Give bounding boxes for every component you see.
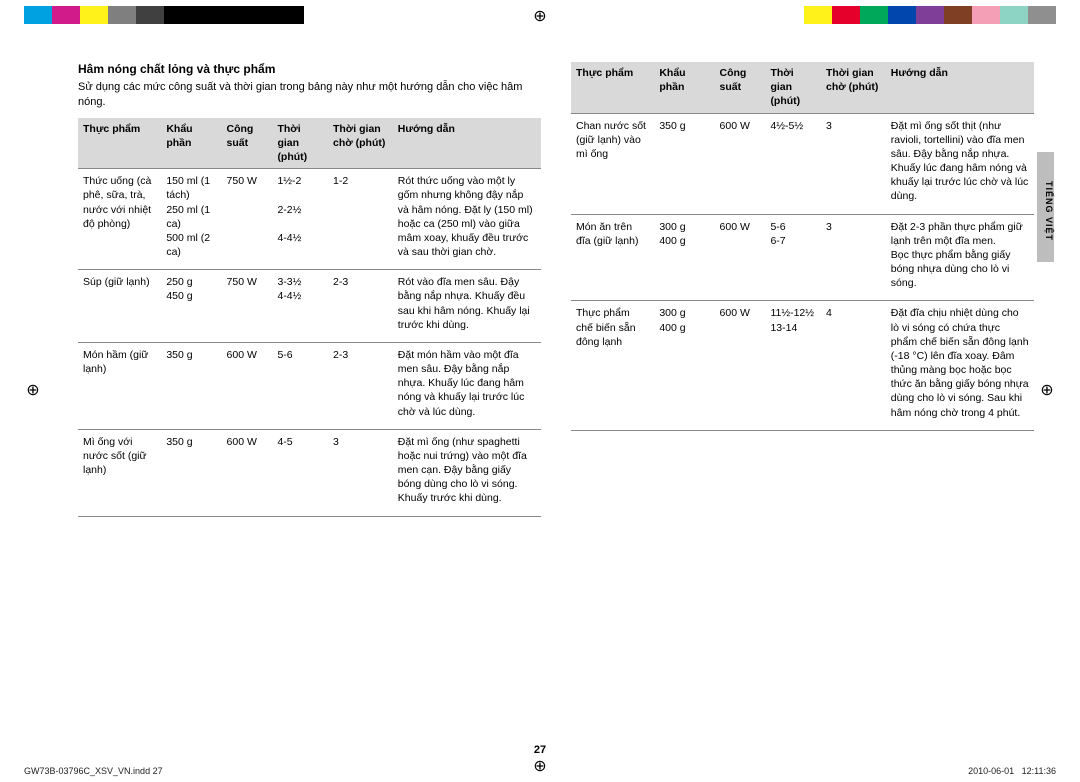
- th-food: Thực phẩm: [78, 118, 161, 169]
- th-serving: Khẩu phần: [654, 62, 714, 113]
- cell-serving: 350 g: [161, 342, 221, 429]
- table-row: Mì ống với nước sốt (giữ lạnh)350 g600 W…: [78, 429, 541, 516]
- footer-file: GW73B-03796C_XSV_VN.indd 27: [24, 766, 163, 776]
- th-wait: Thời gian chờ (phút): [821, 62, 886, 113]
- table-row: Món hầm (giữ lạnh)350 g600 W5-62-3Đặt mó…: [78, 342, 541, 429]
- right-column: Thực phẩm Khẩu phần Công suất Thời gian …: [571, 62, 1034, 736]
- color-swatch: [276, 6, 304, 24]
- cell-power: 600 W: [715, 301, 766, 430]
- color-swatch: [888, 6, 916, 24]
- th-time: Thời gian (phút): [272, 118, 328, 169]
- cell-inst: Đặt đĩa chịu nhiệt dùng cho lò vi sóng c…: [886, 301, 1034, 430]
- table-row: Súp (giữ lạnh)250 g 450 g750 W3-3½ 4-4½2…: [78, 270, 541, 343]
- cell-serving: 250 g 450 g: [161, 270, 221, 343]
- color-swatch: [24, 6, 52, 24]
- page-number: 27: [0, 744, 1080, 756]
- cell-wait: 2-3: [328, 270, 393, 343]
- cell-inst: Đặt món hầm vào một đĩa men sâu. Đậy bằn…: [393, 342, 541, 429]
- cell-food: Chan nước sốt (giữ lạnh) vào mì ống: [571, 113, 654, 214]
- table-row: Chan nước sốt (giữ lạnh) vào mì ống350 g…: [571, 113, 1034, 214]
- cell-power: 750 W: [222, 169, 273, 270]
- color-bar-right: [776, 6, 1056, 24]
- color-swatch: [164, 6, 192, 24]
- cell-power: 600 W: [715, 113, 766, 214]
- cell-serving: 150 ml (1 tách) 250 ml (1 ca) 500 ml (2 …: [161, 169, 221, 270]
- th-inst: Hướng dẫn: [393, 118, 541, 169]
- left-column: Hâm nóng chất lỏng và thực phẩm Sử dụng …: [78, 62, 541, 736]
- cell-serving: 350 g: [161, 429, 221, 516]
- cell-serving: 300 g 400 g: [654, 301, 714, 430]
- cell-inst: Đặt mì ống sốt thịt (như ravioli, tortel…: [886, 113, 1034, 214]
- color-swatch: [832, 6, 860, 24]
- color-swatch: [776, 6, 804, 24]
- reheat-table-left: Thực phẩm Khẩu phần Công suất Thời gian …: [78, 118, 541, 517]
- cell-food: Thức uống (cà phê, sữa, trà, nước với nh…: [78, 169, 161, 270]
- cell-wait: 3: [328, 429, 393, 516]
- cell-food: Súp (giữ lạnh): [78, 270, 161, 343]
- color-swatch: [108, 6, 136, 24]
- cell-wait: 4: [821, 301, 886, 430]
- color-swatch: [220, 6, 248, 24]
- color-swatch: [80, 6, 108, 24]
- section-intro: Sử dụng các mức công suất và thời gian t…: [78, 80, 541, 110]
- color-swatch: [944, 6, 972, 24]
- cell-power: 600 W: [222, 429, 273, 516]
- table-row: Món ăn trên đĩa (giữ lạnh)300 g 400 g600…: [571, 214, 1034, 301]
- section-heading: Hâm nóng chất lỏng và thực phẩm: [78, 62, 541, 76]
- page-content: Hâm nóng chất lỏng và thực phẩm Sử dụng …: [78, 62, 1034, 736]
- color-swatch: [972, 6, 1000, 24]
- cell-inst: Rót vào đĩa men sâu. Đậy bằng nắp nhựa. …: [393, 270, 541, 343]
- footer: GW73B-03796C_XSV_VN.indd 27 2010-06-01 1…: [24, 766, 1056, 776]
- cell-time: 4½-5½: [765, 113, 821, 214]
- cell-time: 3-3½ 4-4½: [272, 270, 328, 343]
- color-bar-left: [24, 6, 304, 24]
- color-swatch: [248, 6, 276, 24]
- cell-inst: Đặt mì ống (như spaghetti hoặc nui trứng…: [393, 429, 541, 516]
- cell-time: 4-5: [272, 429, 328, 516]
- th-serving: Khẩu phần: [161, 118, 221, 169]
- color-swatch: [860, 6, 888, 24]
- reg-mark-left: ⊕: [24, 382, 42, 400]
- color-swatch: [136, 6, 164, 24]
- th-food: Thực phẩm: [571, 62, 654, 113]
- cell-inst: Đặt 2-3 phần thực phẩm giữ lạnh trên một…: [886, 214, 1034, 301]
- reg-mark-top: ⊕: [531, 8, 549, 26]
- cell-power: 600 W: [715, 214, 766, 301]
- language-tab: TIẾNG VIỆT: [1037, 152, 1054, 262]
- cell-serving: 350 g: [654, 113, 714, 214]
- color-swatch: [1000, 6, 1028, 24]
- cell-wait: 2-3: [328, 342, 393, 429]
- color-swatch: [1028, 6, 1056, 24]
- cell-power: 600 W: [222, 342, 273, 429]
- cell-time: 5-6 6-7: [765, 214, 821, 301]
- cell-food: Món ăn trên đĩa (giữ lạnh): [571, 214, 654, 301]
- cell-time: 1½-2 2-2½ 4-4½: [272, 169, 328, 270]
- th-power: Công suất: [715, 62, 766, 113]
- reg-mark-right: ⊕: [1038, 382, 1056, 400]
- th-time: Thời gian (phút): [765, 62, 821, 113]
- cell-wait: 1-2: [328, 169, 393, 270]
- cell-power: 750 W: [222, 270, 273, 343]
- color-swatch: [916, 6, 944, 24]
- cell-wait: 3: [821, 113, 886, 214]
- footer-datetime: 2010-06-01 12:11:36: [968, 766, 1056, 776]
- cell-inst: Rót thức uống vào một ly gốm nhưng không…: [393, 169, 541, 270]
- cell-time: 11½-12½ 13-14: [765, 301, 821, 430]
- cell-time: 5-6: [272, 342, 328, 429]
- color-swatch: [804, 6, 832, 24]
- reheat-table-right: Thực phẩm Khẩu phần Công suất Thời gian …: [571, 62, 1034, 431]
- cell-serving: 300 g 400 g: [654, 214, 714, 301]
- color-swatch: [192, 6, 220, 24]
- color-swatch: [52, 6, 80, 24]
- cell-wait: 3: [821, 214, 886, 301]
- table-row: Thực phẩm chế biến sẵn đông lạnh300 g 40…: [571, 301, 1034, 430]
- cell-food: Mì ống với nước sốt (giữ lạnh): [78, 429, 161, 516]
- cell-food: Món hầm (giữ lạnh): [78, 342, 161, 429]
- th-wait: Thời gian chờ (phút): [328, 118, 393, 169]
- th-power: Công suất: [222, 118, 273, 169]
- th-inst: Hướng dẫn: [886, 62, 1034, 113]
- cell-food: Thực phẩm chế biến sẵn đông lạnh: [571, 301, 654, 430]
- table-row: Thức uống (cà phê, sữa, trà, nước với nh…: [78, 169, 541, 270]
